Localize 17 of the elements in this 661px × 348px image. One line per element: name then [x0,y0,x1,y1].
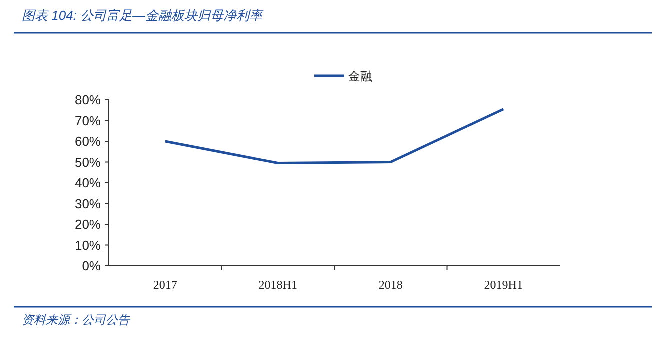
y-tick-label: 80% [74,92,102,108]
x-tick-label: 2018H1 [258,278,298,292]
y-tick-label: 40% [74,176,102,190]
y-tick-label: 30% [74,196,102,212]
y-tick-label: 20% [74,217,102,232]
y-tick-label: 70% [74,113,102,128]
y-tick-label: 50% [74,154,102,170]
y-tick-label: 10% [74,238,102,253]
x-tick-label: 2019H1 [484,278,523,292]
y-tick-label: 60% [74,134,102,149]
chart-title: 图表 104: 公司富足—金融板块归母净利率 [22,8,265,23]
x-tick-label: 2017 [153,278,178,292]
legend-label: 金融 [348,70,372,84]
y-tick-label: 0% [82,258,102,274]
x-tick-label: 2018 [378,278,403,292]
text: 资料来源：公司公告 [22,313,131,327]
line-series [164,108,505,165]
